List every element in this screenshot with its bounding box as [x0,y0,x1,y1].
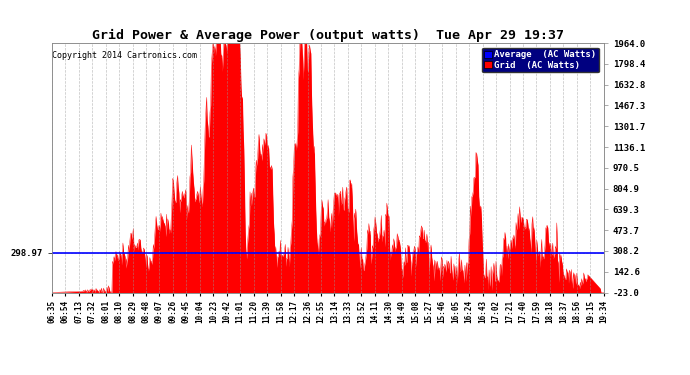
Legend: Average  (AC Watts), Grid  (AC Watts): Average (AC Watts), Grid (AC Watts) [482,48,599,72]
Text: Copyright 2014 Cartronics.com: Copyright 2014 Cartronics.com [52,51,197,60]
Title: Grid Power & Average Power (output watts)  Tue Apr 29 19:37: Grid Power & Average Power (output watts… [92,29,564,42]
